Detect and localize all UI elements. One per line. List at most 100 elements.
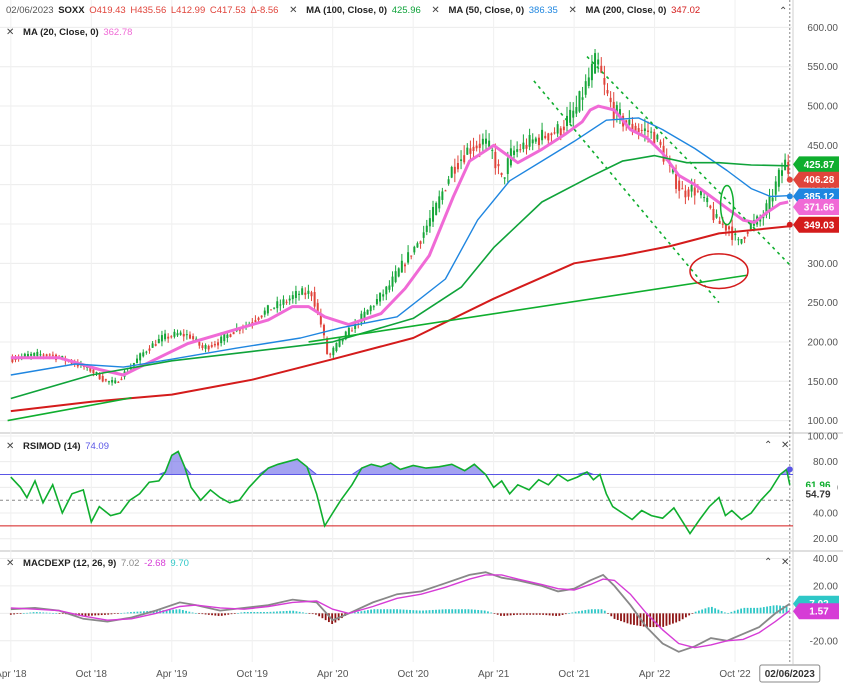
close-icon[interactable]: ✕ (6, 558, 15, 569)
candle-body (92, 369, 95, 374)
candle-body (413, 246, 416, 253)
macd-histogram-bar (22, 613, 25, 614)
y-tick-label: 20.00 (813, 581, 838, 592)
chevron-up-icon[interactable]: ⌃ (779, 6, 788, 17)
current-date-box (759, 664, 821, 683)
close-icon[interactable]: ✕ (6, 441, 15, 452)
candle-body (699, 190, 702, 196)
macd-histogram-bar (714, 608, 717, 614)
macd-histogram-bar (243, 611, 246, 614)
price-tag-label: 1.57 (809, 607, 829, 618)
candle-body (575, 107, 578, 114)
macd-histogram-bar (104, 613, 106, 615)
macd-histogram-bar (113, 613, 116, 614)
macd-histogram-bar (207, 613, 210, 615)
x-tick-label: Apr '22 (639, 669, 671, 680)
macd-histogram-bar (659, 613, 661, 628)
header-open: O419.43 (89, 5, 126, 16)
candle-body (466, 147, 469, 155)
macd-histogram-bar (529, 613, 532, 615)
candle-body (659, 141, 662, 145)
macd-histogram-bar (717, 609, 720, 614)
series-marker (786, 193, 793, 200)
ma200-value: 347.02 (671, 5, 701, 16)
candle-body (547, 133, 550, 141)
macd-histogram-bar (35, 612, 38, 614)
macd-histogram-bar (321, 613, 324, 619)
close-icon[interactable]: ✕ (781, 557, 790, 568)
x-tick-label: Apr '20 (317, 669, 349, 680)
macd-histogram-bar (97, 613, 100, 616)
macd-histogram-bar (649, 613, 652, 628)
macd-histogram-bar (9, 613, 12, 615)
candle-body (176, 333, 179, 336)
candle-body (684, 190, 687, 198)
candle-body (718, 220, 721, 224)
candle-body (706, 197, 709, 203)
candle-body (111, 380, 114, 383)
close-icon[interactable]: ✕ (568, 5, 577, 16)
close-icon[interactable]: ✕ (781, 440, 790, 451)
candle-body (463, 155, 466, 163)
macd-histogram-bar (415, 610, 418, 614)
macd-histogram-bar (201, 613, 204, 615)
candle-body (226, 334, 229, 338)
macd-histogram-bar (548, 613, 551, 616)
series-lines (0, 104, 793, 653)
macd-histogram-bar (480, 610, 483, 614)
candle-body (587, 77, 590, 86)
macd-histogram-bar (126, 612, 129, 614)
macd-histogram-bar (577, 611, 580, 614)
candle-body (213, 343, 216, 346)
macd-histogram-bar (509, 613, 512, 616)
candle-body (335, 342, 338, 352)
candle-body (500, 172, 503, 175)
macd-label: MACDEXP (12, 26, 9) (23, 558, 117, 569)
macd-histogram-bar (16, 613, 19, 614)
macd-histogram-bar (626, 613, 629, 624)
candle-body (731, 226, 734, 240)
close-icon[interactable]: ✕ (431, 5, 440, 16)
candle-body (419, 241, 422, 244)
macd-histogram-bar (431, 609, 434, 614)
macd-histogram-bar (730, 611, 733, 614)
close-icon[interactable]: ✕ (289, 5, 298, 16)
macd-histogram-bar (139, 611, 142, 614)
candle-body (740, 239, 743, 244)
candle-body (709, 205, 712, 208)
candle-body (403, 264, 406, 267)
candle-body (132, 362, 135, 367)
macd-histogram-bar (32, 612, 35, 614)
macd-histogram-bar (672, 613, 674, 624)
macd-histogram-bar (282, 611, 285, 614)
chevron-up-icon[interactable]: ⌃ (764, 557, 773, 568)
candle-body (787, 161, 790, 174)
candle-body (768, 195, 771, 211)
macd-histogram-bar (587, 609, 590, 614)
candle-body (721, 223, 724, 225)
macd-v1: 7.02 (120, 558, 140, 569)
candle-body (447, 179, 450, 184)
candle-body (173, 331, 176, 337)
candle-body (650, 131, 653, 133)
candle-body (167, 336, 170, 339)
macd-header: ✕ MACDEXP (12, 26, 9) 7.02 -2.68 9.70 (6, 557, 191, 570)
macd-histogram-bar (276, 611, 278, 614)
candle-body (643, 128, 646, 132)
ma50-label: MA (50, Close, 0) (448, 5, 525, 16)
macd-histogram-bar (749, 607, 752, 614)
candle-body (647, 130, 650, 132)
candle-body (229, 334, 232, 337)
macd-histogram-bar (474, 609, 476, 614)
macd-histogram-bar (525, 613, 528, 615)
macd-histogram-bar (470, 609, 473, 614)
y-tick-label: 150.00 (807, 377, 838, 388)
price-tag (793, 216, 839, 233)
chevron-up-icon[interactable]: ⌃ (764, 440, 773, 451)
price-tag (793, 156, 839, 173)
close-icon[interactable]: ✕ (6, 27, 15, 38)
candle-body (220, 336, 223, 344)
candle-body (569, 109, 572, 123)
macd-histogram-bar (694, 611, 697, 614)
candle-body (347, 327, 350, 336)
